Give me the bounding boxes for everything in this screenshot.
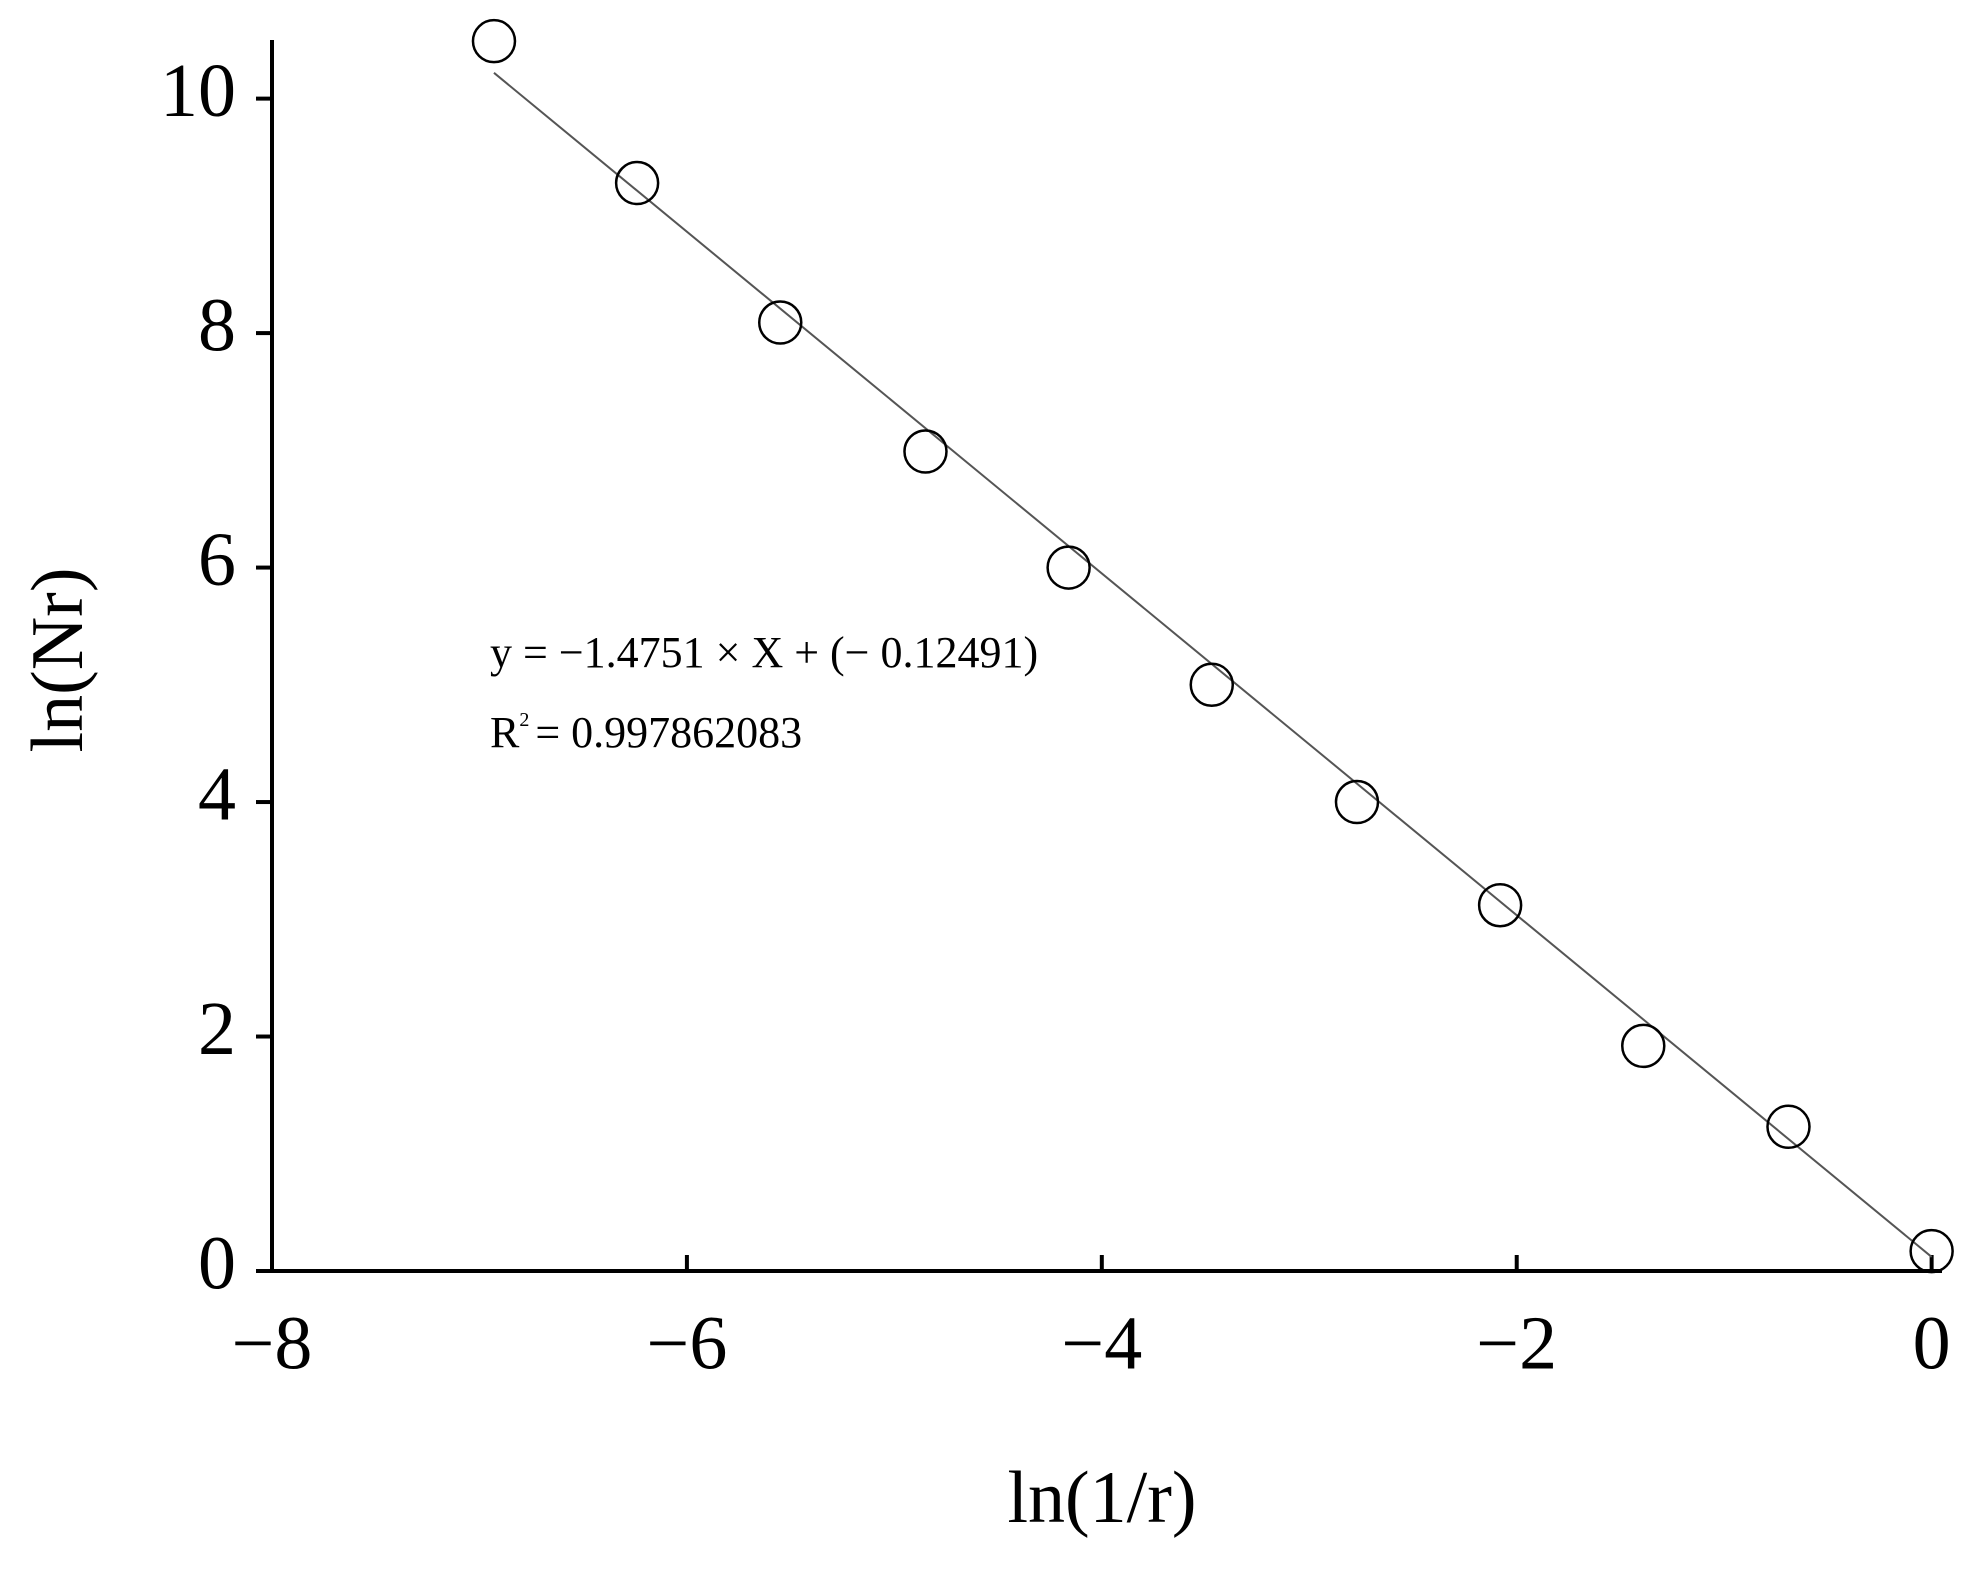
y-tick-label: 4 (198, 752, 236, 836)
point (614, 160, 660, 206)
point (903, 429, 948, 474)
point (758, 300, 803, 345)
point (1766, 1104, 1811, 1150)
r2-sup: 2 (519, 709, 529, 731)
r-squared: R2 = 0.997862083 (490, 708, 802, 757)
point (471, 18, 517, 64)
y-tick-label: 10 (160, 49, 236, 133)
r2-base: R (490, 708, 520, 757)
x-tick-label: 0 (1913, 1301, 1951, 1385)
point (1621, 1023, 1666, 1069)
x-axis-label: ln(1/r) (1007, 1457, 1196, 1539)
y-tick-label: 6 (198, 518, 236, 602)
r2-text: = 0.997862083 (535, 708, 802, 757)
x-tick-label: −8 (232, 1301, 313, 1385)
y-axis-label: ln(Nr) (17, 568, 99, 753)
y-tick-label: 0 (198, 1221, 236, 1305)
x-tick-label: −4 (1061, 1301, 1142, 1385)
y-tick-label: 2 (198, 987, 236, 1071)
x-tick-label: −6 (646, 1301, 727, 1385)
x-tick-label: −2 (1476, 1301, 1557, 1385)
point (1477, 882, 1523, 928)
equation: y = −1.4751 × X + (− 0.12491) (490, 628, 1038, 677)
point (1046, 545, 1091, 590)
point (1334, 779, 1380, 825)
point (1909, 1228, 1954, 1274)
point (1189, 662, 1235, 708)
y-tick-label: 8 (198, 284, 236, 368)
